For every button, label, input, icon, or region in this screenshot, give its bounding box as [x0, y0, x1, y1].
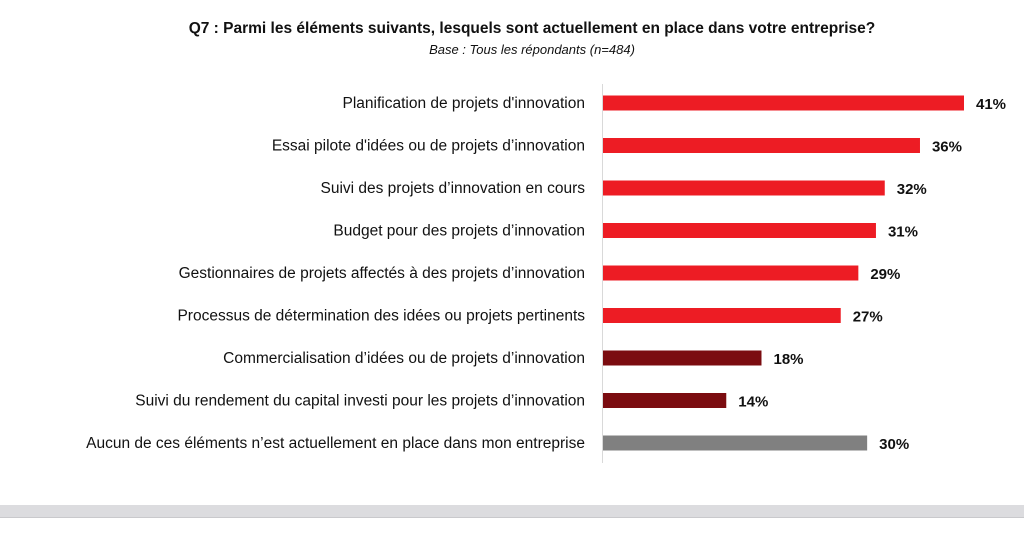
bar [603, 95, 964, 111]
value-label: 32% [897, 181, 927, 198]
value-label: 29% [870, 266, 900, 283]
value-label: 30% [879, 436, 909, 453]
category-label: Processus de détermination des idées ou … [177, 308, 585, 325]
bar-chart: Planification de projets d'innovation 41%… [86, 84, 1006, 463]
value-label: 18% [773, 351, 803, 368]
category-label: Commercialisation d’idées ou de projets … [223, 350, 585, 367]
bar [603, 308, 841, 323]
category-label: Suivi des projets d’innovation en cours [320, 180, 585, 197]
value-label: 27% [853, 309, 883, 326]
value-label: 36% [932, 139, 962, 156]
category-label: Aucun de ces éléments n’est actuellement… [86, 435, 585, 452]
value-label: 41% [976, 96, 1006, 113]
bottom-divider-band [0, 505, 1024, 518]
bar [603, 393, 727, 408]
value-label: 14% [738, 394, 768, 411]
category-label: Planification de projets d'innovation [342, 95, 585, 112]
value-label: 31% [888, 224, 918, 241]
category-label: Suivi du rendement du capital investi po… [135, 393, 585, 410]
category-label: Gestionnaires de projets affectés à des … [179, 265, 585, 282]
category-label: Essai pilote d'idées ou de projets d’inn… [272, 138, 585, 155]
bar [603, 138, 920, 153]
chart-title: Q7 : Parmi les éléments suivants, lesque… [188, 20, 876, 37]
bar [603, 223, 876, 238]
bar [603, 350, 762, 366]
chart-subtitle: Base : Tous les répondants (n=484) [429, 42, 635, 57]
bar [603, 265, 859, 281]
bar [603, 435, 868, 451]
category-label: Budget pour des projets d’innovation [333, 223, 585, 240]
bar [603, 180, 885, 196]
